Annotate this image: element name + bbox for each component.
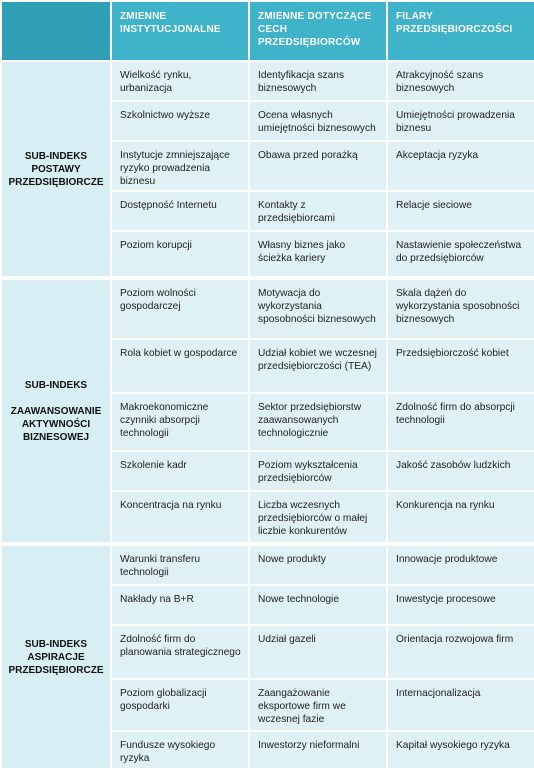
entrepreneur-variable-cell: Obawa przed porażką [250, 142, 386, 190]
institutional-variable-cell: Poziom korupcji [112, 232, 248, 276]
pillar-cell: Internacjonalizacja [388, 680, 534, 730]
table-row: Szkolenie kadr Poziom wykształcenia przed… [2, 452, 534, 490]
entrepreneur-variable-cell: Kontakty z przedsiębiorcami [250, 192, 386, 230]
table-row: Zdolność firm do planowania strategiczne… [2, 626, 534, 678]
entrepreneur-variable-cell: Własny biznes jako ścieżka kariery [250, 232, 386, 276]
institutional-variable-cell: Dostępność Internetu [112, 192, 248, 230]
institutional-variable-cell: Wielkość rynku, urbanizacja [112, 62, 248, 100]
table-row: Szkolnictwo wyższe Ocena własnych umiejęt… [2, 102, 534, 140]
institutional-variable-cell: Koncentracja na rynku [112, 492, 248, 542]
table-row: Poziom korupcji Własny biznes jako ścieżk… [2, 232, 534, 276]
table-row: SUB-INDEKS POSTAWY PRZEDSIĘBIORCZE Wielkość… [2, 62, 534, 276]
institutional-variable-cell: Poziom globalizacji gospodarki [112, 680, 248, 730]
institutional-variable-cell: Instytucje zmniejszające ryzyko prowadze… [112, 142, 248, 190]
pillar-cell: Konkurencja na rynku [388, 492, 534, 542]
subindex-label: SUB-INDEKS ZAAWANSOWANIE AKTYWNOŚCI BIZNESO… [2, 280, 110, 542]
entrepreneur-variable-cell: Inwestorzy nieformalni [250, 732, 386, 768]
table-row: SUB-INDEKS ASPIRACJE PRZEDSIĘBIORCZE Warunk… [2, 546, 534, 768]
entrepreneur-variable-cell: Sektor przedsiębiorstw zaawansowanych te… [250, 394, 386, 450]
table-row: Poziom globalizacji gospodarki Zaangażowa… [2, 680, 534, 730]
table-row: Fundusze wysokiego ryzyka Inwestorzy nief… [2, 732, 534, 768]
pillar-cell: Zdolność firm do absorpcji technologii [388, 394, 534, 450]
entrepreneur-variable-cell: Udział kobiet we wczesnej przedsiębiorcz… [250, 340, 386, 392]
institutional-variable-cell: Poziom wolności gospodarczej [112, 280, 248, 338]
pillar-cell: Kapitał wysokiego ryzyka [388, 732, 534, 768]
table-body: SUB-INDEKS POSTAWY PRZEDSIĘBIORCZE Wielkość… [2, 62, 534, 768]
subindex-label-line: POSTAWY [31, 163, 81, 175]
table-row: Instytucje zmniejszające ryzyko prowadze… [2, 142, 534, 190]
subindex-label-line: PRZEDSIĘBIORCZE [8, 664, 104, 676]
entrepreneur-variable-cell: Motywacja do wykorzystania sposobności b… [250, 280, 386, 338]
subindex-label-line: ZAAWANSOWANIE [10, 405, 102, 417]
subindex-label: SUB-INDEKS POSTAWY PRZEDSIĘBIORCZE [2, 62, 110, 276]
subindex-label-line: SUB-INDEKS [24, 379, 88, 391]
subindex-label-line: AKTYWNOŚCI [21, 418, 91, 430]
institutional-variable-cell: Szkolenie kadr [112, 452, 248, 490]
header-institutional-variables: ZMIENNE INSTYTUCJONALNE [112, 2, 248, 60]
entrepreneur-variable-cell: Identyfikacja szans biznesowych [250, 62, 386, 100]
institutional-variable-cell: Zdolność firm do planowania strategiczne… [112, 626, 248, 678]
pillar-cell: Przedsiębiorczość kobiet [388, 340, 534, 392]
header-row: ZMIENNE INSTYTUCJONALNE ZMIENNE DOTYCZĄC… [2, 2, 534, 60]
header-corner [2, 2, 110, 60]
table-row: Dostępność Internetu Kontakty z przedsięb… [2, 192, 534, 230]
subindex-label-line: BIZNESOWEJ [22, 431, 90, 443]
institutional-variable-cell: Fundusze wysokiego ryzyka [112, 732, 248, 768]
subindex-label-line: ASPIRACJE [27, 651, 85, 663]
pillar-cell: Relacje sieciowe [388, 192, 534, 230]
institutional-variable-cell: Rola kobiet w gospodarce [112, 340, 248, 392]
pillar-cell: Innowacje produktowe [388, 546, 534, 584]
pillar-cell: Skala dążeń do wykorzystania sposobności… [388, 280, 534, 338]
entrepreneur-variable-cell: Ocena własnych umiejętności biznesowych [250, 102, 386, 140]
subindex-label-line: PRZEDSIĘBIORCZE [8, 176, 104, 188]
table-row: Makroekonomiczne czynniki absorpcji tech… [2, 394, 534, 450]
entrepreneur-variable-cell: Zaangażowanie eksportowe firm we wczesne… [250, 680, 386, 730]
pillar-cell: Umiejętności prowadzenia biznesu [388, 102, 534, 140]
institutional-variable-cell: Nakłady na B+R [112, 586, 248, 624]
header-entrepreneurship-pillars: FILARY PRZEDSIĘBIORCZOŚCI [388, 2, 534, 60]
pillar-cell: Jakość zasobów ludzkich [388, 452, 534, 490]
institutional-variable-cell: Warunki transferu technologii [112, 546, 248, 584]
pillar-cell: Orientacja rozwojowa firm [388, 626, 534, 678]
subindex-label-line [8, 392, 104, 405]
entrepreneur-variable-cell: Nowe technologie [250, 586, 386, 624]
pillar-cell: Akceptacja ryzyka [388, 142, 534, 190]
entrepreneur-variable-cell: Udział gazeli [250, 626, 386, 678]
pillar-cell: Atrakcyjność szans biznesowych [388, 62, 534, 100]
institutional-variable-cell: Makroekonomiczne czynniki absorpcji tech… [112, 394, 248, 450]
table-row: Koncentracja na rynku Liczba wczesnych pr… [2, 492, 534, 542]
subindex-label: SUB-INDEKS ASPIRACJE PRZEDSIĘBIORCZE [2, 546, 110, 768]
table-row: Rola kobiet w gospodarce Udział kobiet we… [2, 340, 534, 392]
subindex-label-line: SUB-INDEKS [24, 150, 88, 162]
pillar-cell: Inwestycje procesowe [388, 586, 534, 624]
entrepreneur-variable-cell: Poziom wykształcenia przedsiębiorców [250, 452, 386, 490]
entrepreneur-variable-cell: Liczba wczesnych przedsiębiorców o małej… [250, 492, 386, 542]
institutional-variable-cell: Szkolnictwo wyższe [112, 102, 248, 140]
entrepreneur-variable-cell: Nowe produkty [250, 546, 386, 584]
table-row: SUB-INDEKS ZAAWANSOWANIE AKTYWNOŚCI BIZNESO… [2, 280, 534, 542]
subindex-label-line: SUB-INDEKS [24, 638, 88, 650]
table-row: Nakłady na B+R Nowe technologie Inwestycje… [2, 586, 534, 624]
header-entrepreneur-variables: ZMIENNE DOTYCZĄCE CECH PRZEDSIĘBIORCÓW [250, 2, 386, 60]
pillar-cell: Nastawienie społeczeństwa do przedsiębio… [388, 232, 534, 276]
